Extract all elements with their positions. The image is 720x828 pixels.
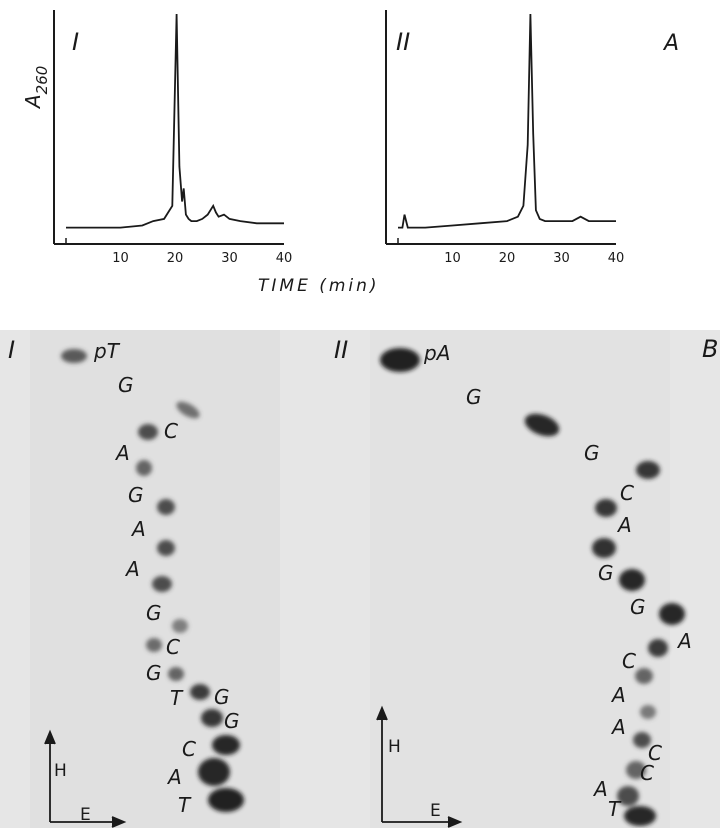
tlc-label: A: [676, 629, 692, 653]
tlc-label: G: [598, 561, 614, 585]
tlc-label: A: [616, 513, 632, 537]
y-axis-label-sub: 260: [33, 66, 51, 95]
tlc-label: G: [146, 601, 162, 625]
chromatogram-ii: II 10 20 30 40: [385, 10, 625, 266]
tlc-spot: [636, 461, 660, 479]
tlc-label: A: [610, 683, 626, 707]
tlc-label: G: [214, 685, 230, 709]
tlc-spot: [648, 639, 668, 657]
x-axis-tick-label: 20: [167, 251, 184, 266]
trace-line-ii: [398, 13, 616, 229]
tlc-spot: [136, 460, 152, 476]
tlc-label: C: [640, 761, 654, 785]
trace-line-i: [66, 13, 284, 229]
tlc-spot: [198, 758, 230, 786]
panel-b-label: B: [702, 335, 718, 363]
x-axis-tick-label: 40: [276, 251, 293, 266]
tlc-label: C: [648, 741, 662, 765]
tlc-label: A: [124, 557, 140, 581]
tlc-spot: [190, 684, 210, 700]
x-axis-tick-label: 20: [499, 251, 516, 266]
tlc-spot: [138, 424, 158, 440]
chromatogram-i-roman: I: [72, 28, 79, 56]
x-axis-tick-label: 40: [608, 251, 625, 266]
tlc-label: G: [128, 483, 144, 507]
tlc-spot: [659, 603, 685, 625]
tlc-label: C: [182, 737, 196, 761]
tlc-ii-spots: [380, 348, 685, 826]
direction-arrows-i: [44, 729, 127, 828]
tlc-spot: [633, 732, 651, 748]
tlc-spot: [212, 735, 240, 755]
tlc-label: A: [130, 517, 146, 541]
tlc-label: A: [166, 765, 182, 789]
chromatogram-i: I A260 10 20 30 40: [21, 10, 292, 266]
tlc-label: C: [164, 419, 178, 443]
tlc-label: C: [622, 649, 636, 673]
tlc-spot: [592, 538, 616, 558]
tlc-label: C: [166, 635, 180, 659]
tlc-spot: [617, 786, 639, 806]
tlc-ii-labels: pA G G C A G G A C A A C C A T: [423, 341, 692, 821]
x-axis-tick-label: 10: [444, 251, 461, 266]
x-axis-tick-label: 10: [112, 251, 129, 266]
tlc-label: T: [170, 686, 184, 710]
y-axis-label-i: A260: [21, 66, 51, 110]
tlc-spot: [635, 668, 653, 684]
tlc-spot: [524, 413, 560, 437]
arrow-label-h: H: [388, 737, 401, 757]
tlc-label: G: [146, 661, 162, 685]
tlc-spot: [619, 569, 645, 591]
tlc-label: G: [224, 709, 240, 733]
tlc-spot: [172, 619, 188, 633]
tlc-label: G: [584, 441, 600, 465]
tlc-spot: [201, 709, 223, 727]
tlc-label: G: [118, 373, 134, 397]
tlc-label: A: [592, 777, 608, 801]
tlc-spot: [168, 667, 184, 681]
tlc-label: pT: [93, 339, 121, 363]
tlc-spot: [624, 806, 656, 826]
arrow-label-e: E: [80, 805, 91, 825]
tlc-ii-roman: II: [334, 336, 348, 364]
tlc-ii: II pA G G C A: [334, 336, 692, 828]
arrow-label-e: E: [430, 801, 441, 821]
panel-b: B I pT G: [0, 330, 720, 828]
tlc-label: C: [620, 481, 634, 505]
tlc-i-spots: [61, 349, 244, 812]
tlc-i-labels: pT G C A G A A G C G T G G C A T: [93, 339, 240, 817]
tlc-label: G: [466, 385, 482, 409]
tlc-spot: [176, 401, 200, 419]
tlc-spot: [595, 499, 617, 517]
x-axis-tick-label: 30: [221, 251, 238, 266]
tlc-spot: [208, 788, 244, 812]
tlc-label: pA: [423, 341, 450, 365]
tlc-spot: [157, 499, 175, 515]
tlc-label: T: [178, 793, 192, 817]
tlc-spot: [626, 761, 646, 779]
chromatogram-ii-roman: II: [396, 28, 410, 56]
tlc-spot: [380, 348, 420, 372]
direction-arrows-ii: [376, 705, 463, 828]
tlc-spot: [152, 576, 172, 592]
tlc-label: A: [610, 715, 626, 739]
panel-a-label: A: [662, 31, 679, 56]
arrow-label-h: H: [54, 761, 67, 781]
time-axis-label: TIME (min): [258, 276, 380, 296]
tlc-i: I pT G C A: [8, 336, 244, 828]
panel-a: A I A260 10 20 30 40 II 10 20 30 40 TIME (min): [21, 10, 679, 296]
svg-text:A260: A260: [21, 66, 51, 110]
tlc-spot: [157, 540, 175, 556]
tlc-label: G: [630, 595, 646, 619]
x-axis-tick-label: 30: [553, 251, 570, 266]
tlc-label: T: [608, 797, 622, 821]
tlc-spot: [146, 638, 162, 652]
tlc-spot: [61, 349, 87, 363]
tlc-spot: [640, 705, 656, 719]
y-axis-label-main: A: [21, 94, 45, 110]
tlc-i-roman: I: [8, 336, 15, 364]
tlc-label: A: [114, 441, 130, 465]
